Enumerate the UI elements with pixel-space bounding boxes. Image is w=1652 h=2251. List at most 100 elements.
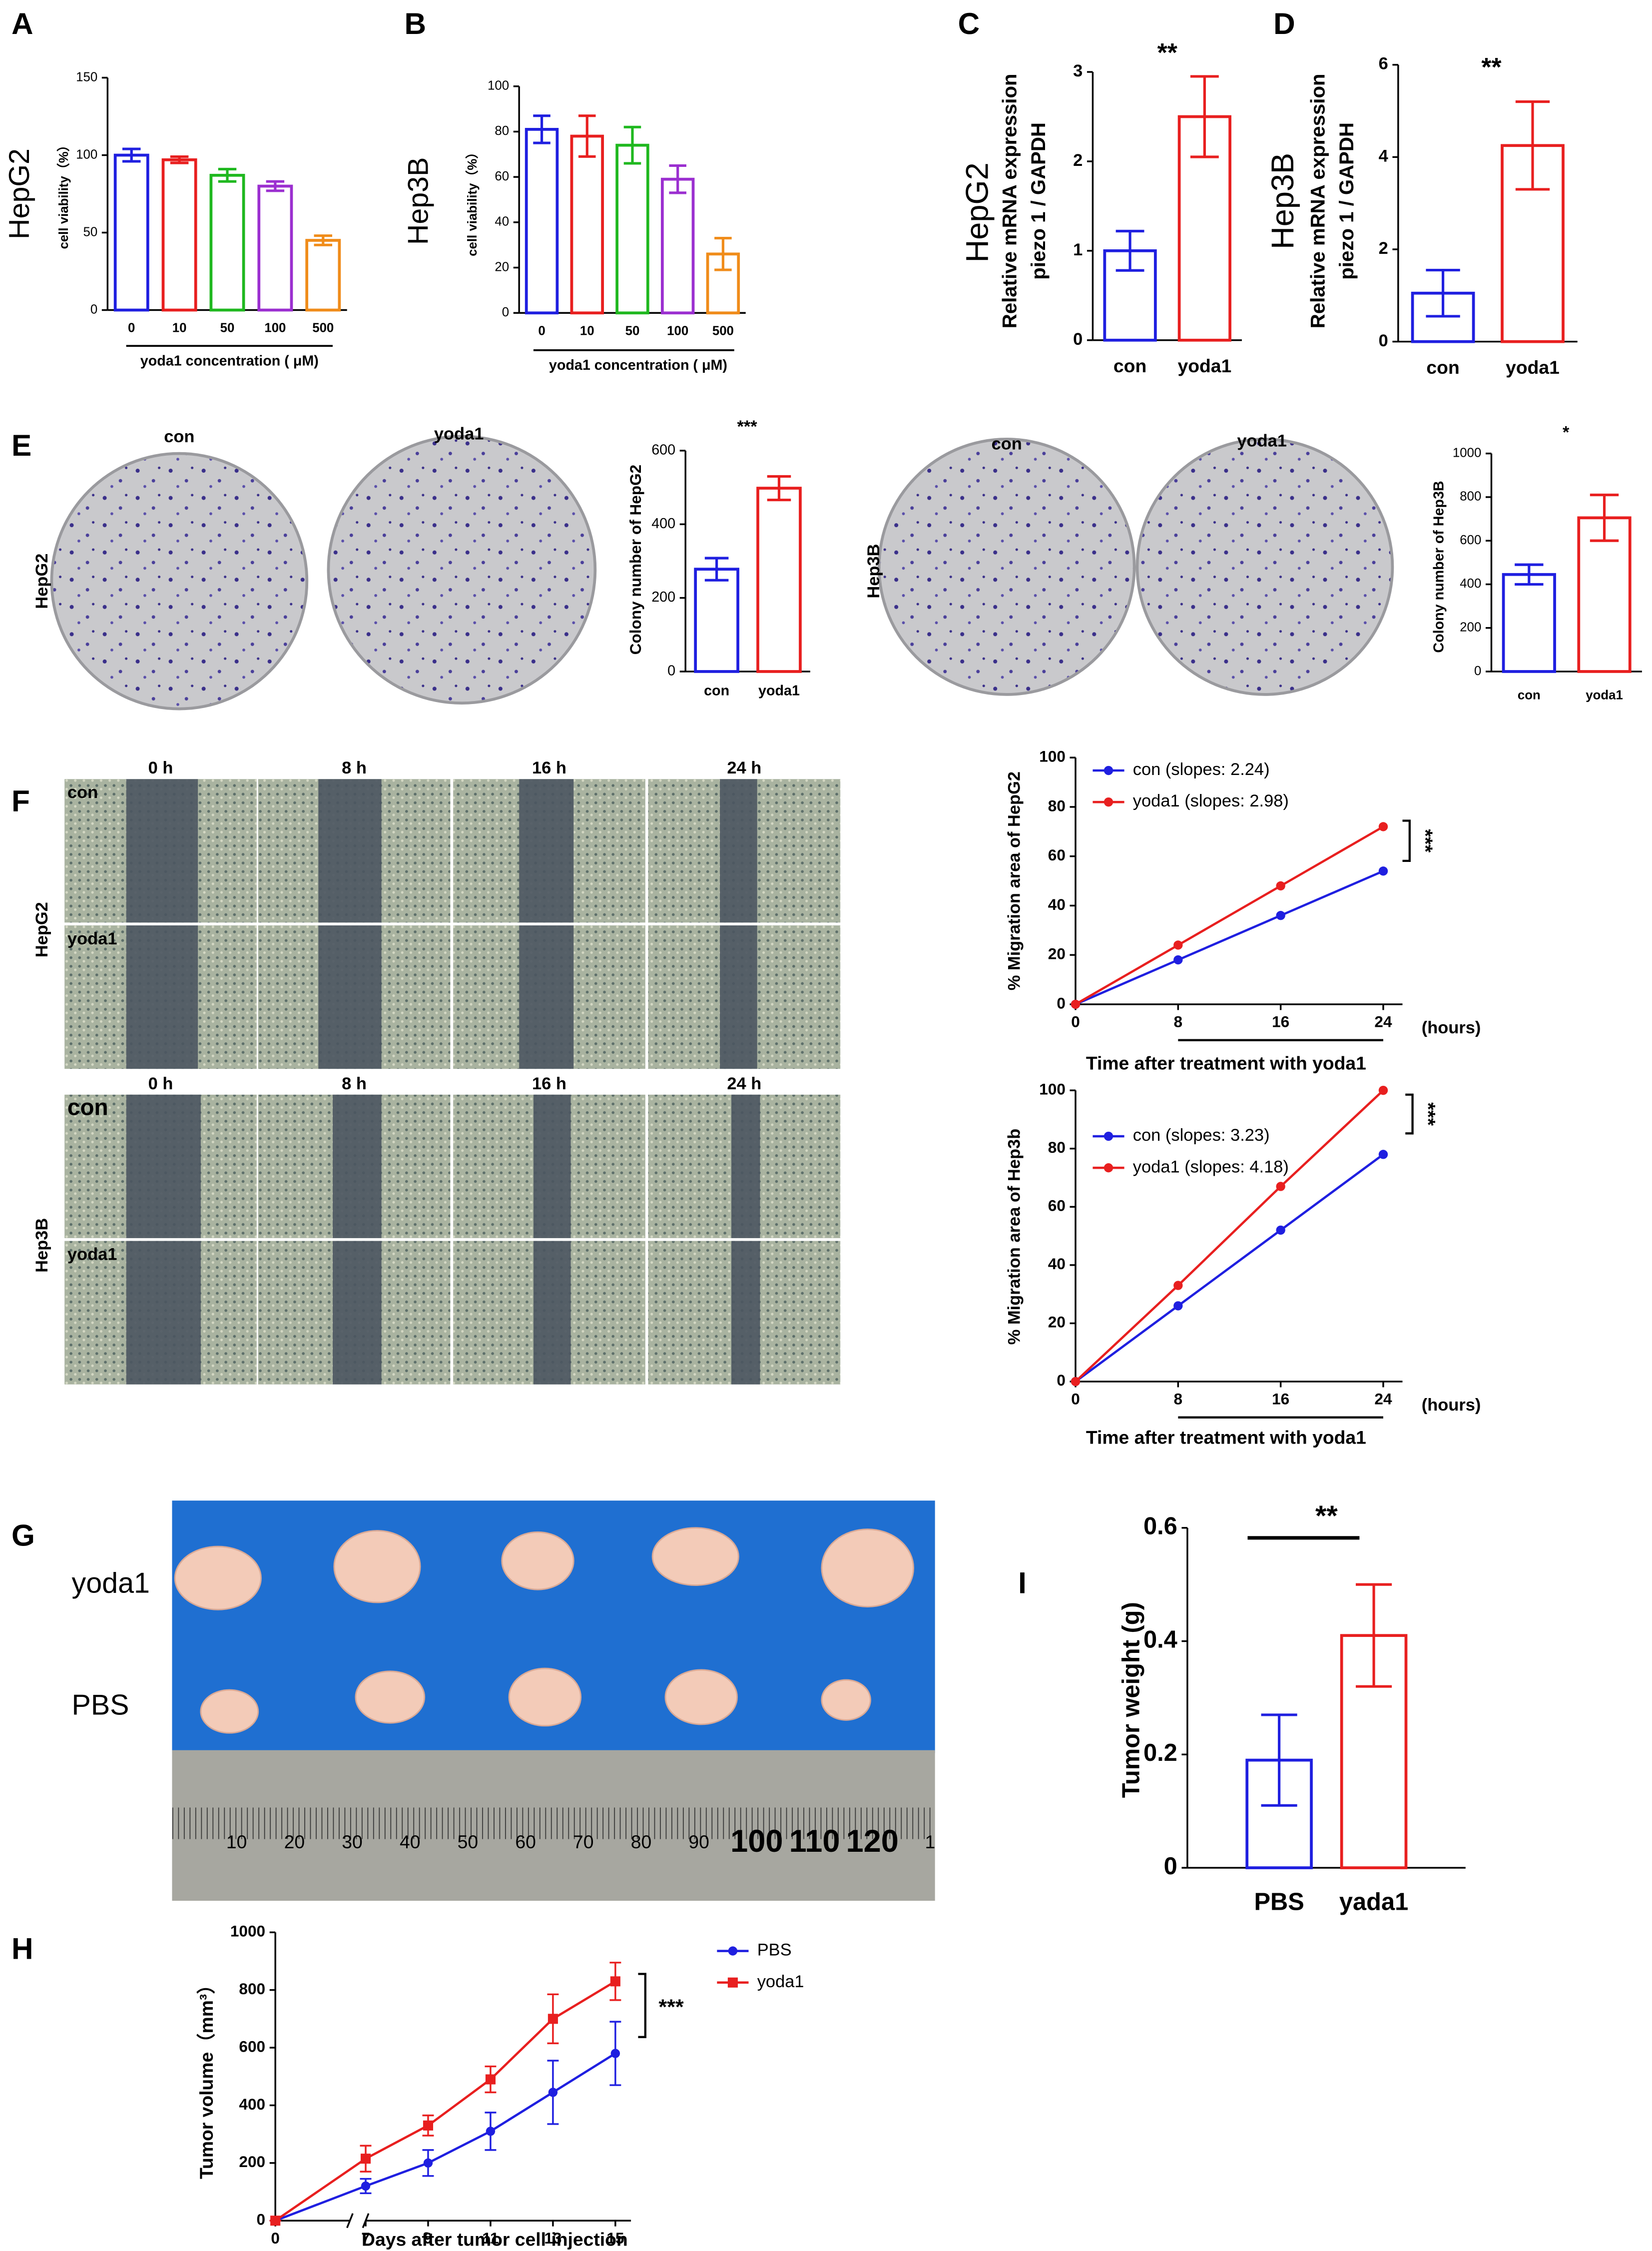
y-axis-label: cell viability（%）	[465, 146, 480, 256]
ruler-number: 50	[458, 1831, 478, 1852]
bar	[257, 184, 293, 312]
error-bar	[704, 557, 729, 582]
series-line	[275, 2052, 616, 2222]
x-tick-label: 9	[424, 2229, 433, 2247]
plate	[1138, 440, 1391, 693]
x-tick-label: 50	[220, 321, 235, 335]
x-tick-label: 10	[580, 324, 594, 338]
tumor	[174, 1545, 262, 1610]
y-tick-label: 50	[83, 225, 97, 239]
photo-row-label: con	[67, 1094, 108, 1120]
error-bar	[122, 147, 141, 163]
x-tick-label: 100	[667, 324, 688, 338]
y-tick-label: 80	[1048, 796, 1066, 814]
ruler-number: 20	[284, 1831, 305, 1852]
wound-gap	[720, 779, 757, 923]
panel-letter: C	[958, 6, 980, 40]
marker	[360, 2154, 371, 2164]
error-bar	[1515, 563, 1544, 586]
wound-gap	[318, 925, 382, 1069]
y-tick-label: 60	[1048, 1197, 1066, 1215]
x-tick-label: 0	[271, 2229, 280, 2247]
tumor	[200, 1689, 259, 1734]
y-tick-label: 1	[1073, 240, 1083, 259]
ruler-number: 100	[730, 1824, 783, 1859]
bar	[1502, 573, 1556, 673]
y-axis-label: Tumor weight (g)	[1118, 1602, 1145, 1798]
x-tick-label: 11	[482, 2229, 499, 2247]
wound-gap	[126, 1241, 201, 1385]
photo-label: 24 h	[727, 1074, 761, 1093]
photo-label: con	[992, 434, 1022, 453]
y-tick-label: 400	[651, 516, 675, 532]
x-tick-label: yoda1	[1586, 689, 1623, 703]
legend-label: PBS	[757, 1941, 792, 1960]
photo-label: yoda1	[1237, 432, 1287, 451]
x-tick-label: 8	[1174, 1013, 1183, 1031]
bar	[209, 173, 245, 312]
error-bar	[767, 475, 791, 502]
y-tick-label: 20	[495, 260, 509, 274]
marker	[1071, 999, 1081, 1009]
side-label: HepG2	[960, 162, 995, 262]
legend-label: yoda1 (slopes: 4.18)	[1133, 1157, 1289, 1176]
y-axis-label: % Migration area of Hep3b	[1005, 1129, 1024, 1345]
panel-letter: G	[11, 1518, 35, 1552]
tumor	[508, 1667, 582, 1727]
y-tick-label: 3	[1073, 61, 1083, 80]
photo-row-label: yoda1	[67, 929, 117, 948]
y-tick-label: 150	[76, 70, 97, 84]
photo-row-label: yoda1	[67, 1245, 117, 1264]
marker	[361, 2181, 371, 2191]
y-tick-label: 200	[651, 589, 675, 605]
axis-break	[346, 2213, 354, 2229]
legend-label: con (slopes: 2.24)	[1133, 760, 1270, 779]
ruler-number: 10	[226, 1831, 247, 1852]
tumor	[651, 1527, 739, 1586]
wound-gap	[318, 779, 382, 923]
ruler-number: 70	[573, 1831, 594, 1852]
marker	[610, 1976, 620, 1987]
photo-row-label: HepG2	[32, 554, 51, 609]
y-axis-label: Relative mRNA expression	[998, 73, 1021, 328]
y-tick-label: 0	[1073, 330, 1083, 349]
ruler-number: 110	[789, 1824, 840, 1859]
wound-gap	[519, 779, 574, 923]
annotation: ***	[737, 417, 758, 436]
y-axis-label: Tumor volume（mm³）	[196, 1975, 217, 2179]
y-tick-label: 0	[90, 302, 97, 316]
x-unit: (hours)	[1422, 1018, 1481, 1037]
y-tick-label: 40	[1048, 1255, 1066, 1273]
legend-marker	[727, 1977, 738, 1988]
x-tick-label: 100	[264, 321, 286, 335]
y-tick-label: 600	[1460, 533, 1481, 547]
marker	[1276, 1225, 1285, 1235]
x-tick-label: 50	[625, 324, 640, 338]
side-label: Hep3B	[1265, 153, 1300, 249]
y-tick-label: 0.2	[1143, 1739, 1177, 1766]
x-tick-label: yoda1	[1177, 355, 1231, 376]
y-tick-label: 80	[1048, 1138, 1066, 1156]
error-bar	[218, 167, 237, 183]
x-unit: (hours)	[1422, 1396, 1481, 1415]
photo-row-label: PBS	[72, 1689, 129, 1721]
photo-row-label: yoda1	[72, 1567, 150, 1599]
legend-label: con (slopes: 3.23)	[1133, 1126, 1270, 1145]
annotation: **	[1157, 38, 1178, 67]
y-tick-label: 800	[239, 1980, 265, 1998]
photo-label: 8 h	[342, 758, 367, 777]
marker	[485, 2074, 496, 2085]
photo-row-label: con	[67, 783, 98, 802]
photo-label: con	[164, 427, 194, 446]
plate	[330, 438, 594, 702]
y-tick-label: 0.4	[1143, 1626, 1177, 1653]
bar	[161, 158, 197, 312]
y-tick-label: 800	[1460, 490, 1481, 504]
marker	[1173, 940, 1183, 950]
y-tick-label: 60	[495, 169, 509, 183]
photo-label: 16 h	[532, 1074, 566, 1093]
y-axis-label: piezo 1 / GAPDH	[1027, 122, 1050, 280]
y-axis-label: Colony number of Hep3B	[1431, 481, 1447, 653]
y-tick-label: 40	[1048, 895, 1066, 913]
